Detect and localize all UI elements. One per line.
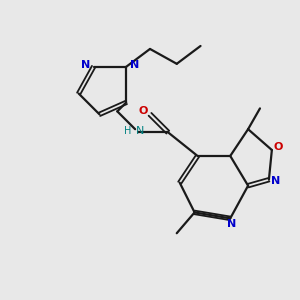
Text: N: N (81, 60, 90, 70)
Text: H: H (124, 126, 131, 136)
Text: N: N (130, 60, 139, 70)
Text: N: N (135, 126, 144, 136)
Text: N: N (271, 176, 280, 186)
Text: O: O (274, 142, 283, 152)
Text: O: O (139, 106, 148, 116)
Text: N: N (227, 219, 236, 229)
